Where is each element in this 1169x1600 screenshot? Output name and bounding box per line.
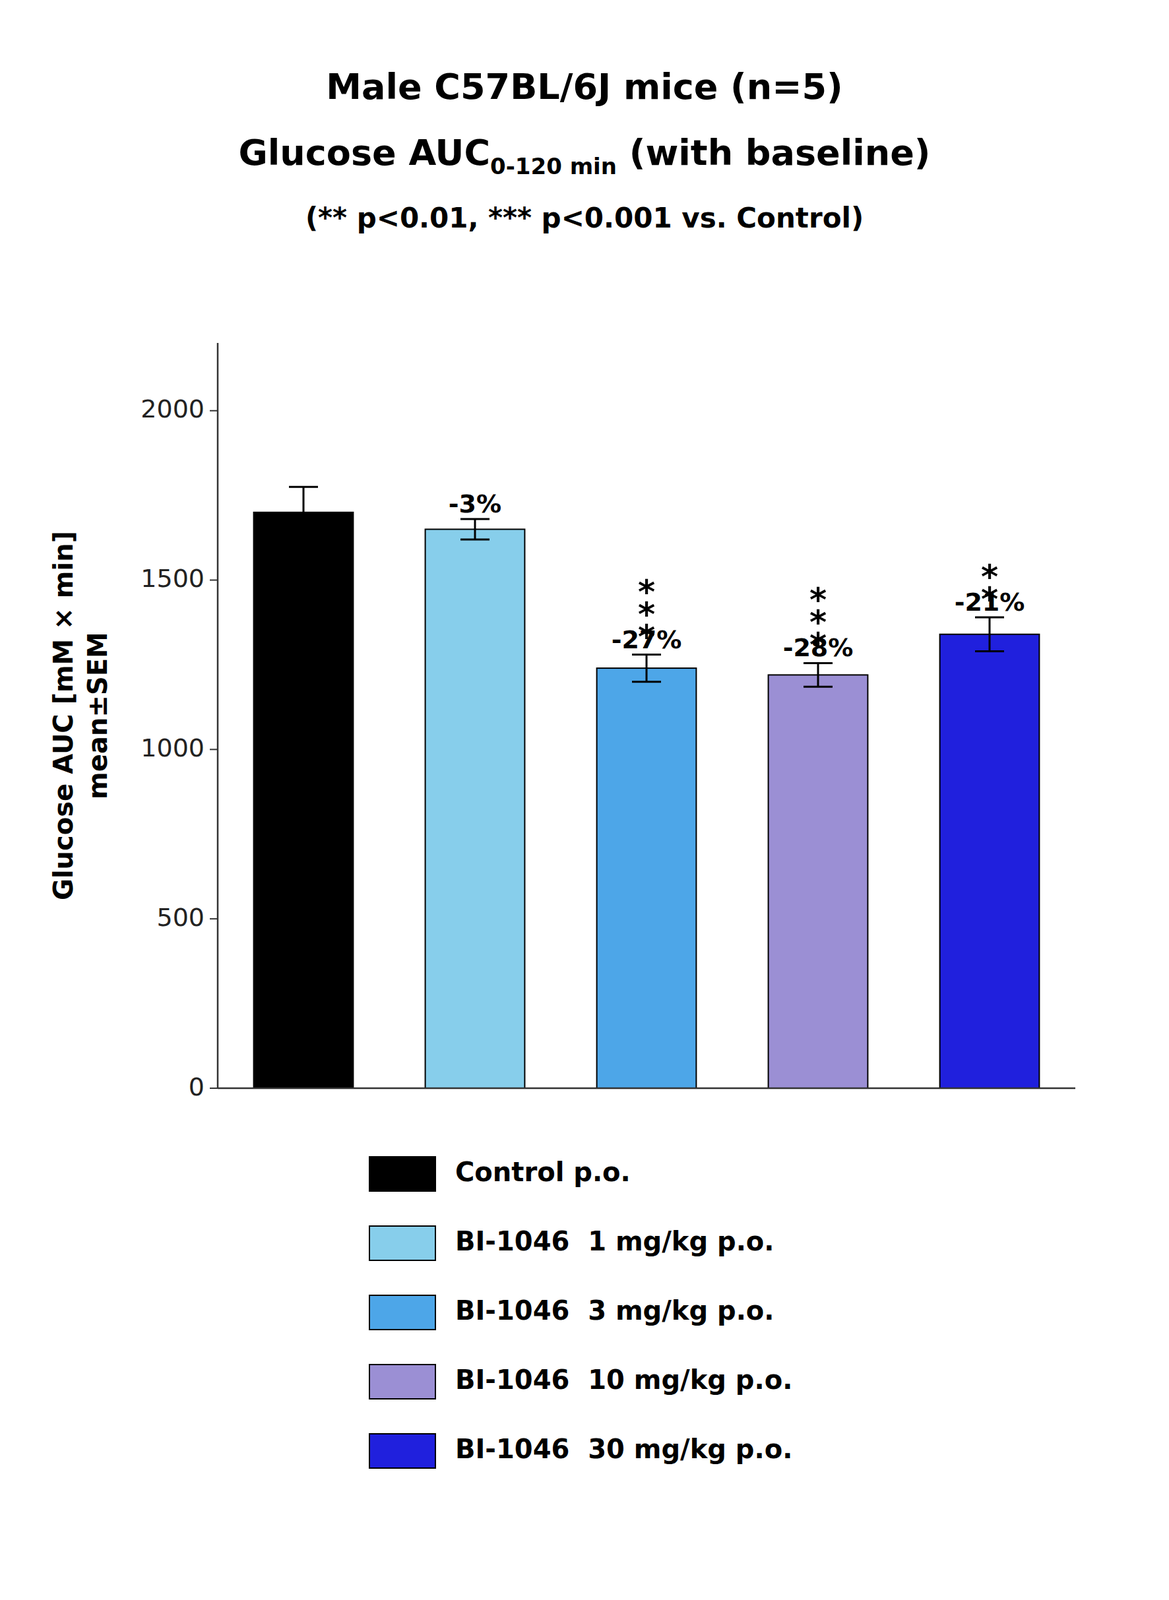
- y-tick: [209, 748, 218, 751]
- y-tick: [209, 1087, 218, 1090]
- y-tick: [209, 918, 218, 920]
- bar: [597, 668, 697, 1089]
- error-bar-stem: [817, 663, 820, 687]
- y-axis-line: [217, 343, 220, 1089]
- background: [0, 0, 1169, 1600]
- title-part: Glucose AUC: [238, 131, 491, 174]
- error-bar-stem: [988, 617, 991, 652]
- y-tick-label: 500: [156, 903, 205, 933]
- legend-item: BI-1046 1 mg/kg p.o.: [369, 1226, 775, 1261]
- y-tick-label: 0: [188, 1072, 205, 1102]
- y-tick: [209, 579, 218, 582]
- legend: Control p.o. BI-1046 1 mg/kg p.o. BI-1046 …: [369, 1157, 793, 1469]
- legend-item: BI-1046 30 mg/kg p.o.: [369, 1434, 793, 1469]
- x-axis-line: [217, 1087, 1076, 1090]
- bar: [940, 634, 1040, 1089]
- error-bar: [803, 663, 833, 687]
- error-bar: [288, 486, 318, 538]
- significance-star: *: [637, 618, 656, 657]
- y-axis-label: Glucose AUC [mM × min]: [48, 531, 79, 901]
- y-tick-label: 2000: [140, 394, 205, 424]
- legend-swatch: [369, 1226, 436, 1261]
- legend-swatch: [369, 1364, 436, 1400]
- y-tick-label: 1000: [140, 733, 205, 763]
- error-bar-cap: [460, 538, 490, 541]
- significance-star: *: [980, 580, 999, 619]
- legend-label: BI-1046 1 mg/kg p.o.: [455, 1226, 775, 1257]
- title-line: Glucose AUC0-120 min (with baseline): [238, 131, 931, 180]
- error-bar-cap: [631, 680, 662, 683]
- y-tick: [209, 410, 218, 412]
- title-subscript: 0-120 min: [490, 153, 617, 180]
- error-bar-stem: [474, 519, 477, 540]
- error-bar-cap: [288, 486, 318, 489]
- title: Male C57BL/6J mice (n=5): [325, 65, 843, 108]
- error-bar: [460, 519, 490, 540]
- error-bar-cap: [975, 650, 1005, 653]
- legend-label: Control p.o.: [455, 1157, 631, 1188]
- chart: Male C57BL/6J mice (n=5) Glucose AUC0-120…: [0, 0, 1169, 1600]
- error-bar-cap: [288, 537, 318, 539]
- error-bar: [631, 655, 662, 683]
- error-bar: [975, 617, 1005, 652]
- legend-swatch: [369, 1295, 436, 1330]
- bars: [253, 486, 1040, 1089]
- significance-star: *: [809, 626, 827, 665]
- bar: [425, 529, 526, 1090]
- legend-item: Control p.o.: [369, 1157, 631, 1192]
- legend-item: BI-1046 10 mg/kg p.o.: [369, 1364, 793, 1400]
- legend-swatch: [369, 1434, 436, 1469]
- error-bar-cap: [803, 686, 833, 689]
- annotation: -3%: [448, 489, 502, 519]
- legend-label: BI-1046 30 mg/kg p.o.: [455, 1434, 793, 1465]
- y-tick-label: 1500: [140, 564, 205, 594]
- legend-label: BI-1046 3 mg/kg p.o.: [455, 1295, 775, 1327]
- legend-item: BI-1046 3 mg/kg p.o.: [369, 1295, 775, 1330]
- legend-swatch: [369, 1157, 436, 1192]
- bar: [253, 512, 354, 1089]
- legend-label: BI-1046 10 mg/kg p.o.: [455, 1364, 793, 1396]
- subtitle: (** p<0.01, *** p<0.001 vs. Control): [305, 201, 864, 235]
- error-bar-stem: [302, 486, 305, 538]
- error-bar-stem: [645, 655, 648, 683]
- title-part: (with baseline): [616, 131, 931, 174]
- y-axis-label: mean±SEM: [82, 631, 113, 800]
- bar: [768, 674, 869, 1089]
